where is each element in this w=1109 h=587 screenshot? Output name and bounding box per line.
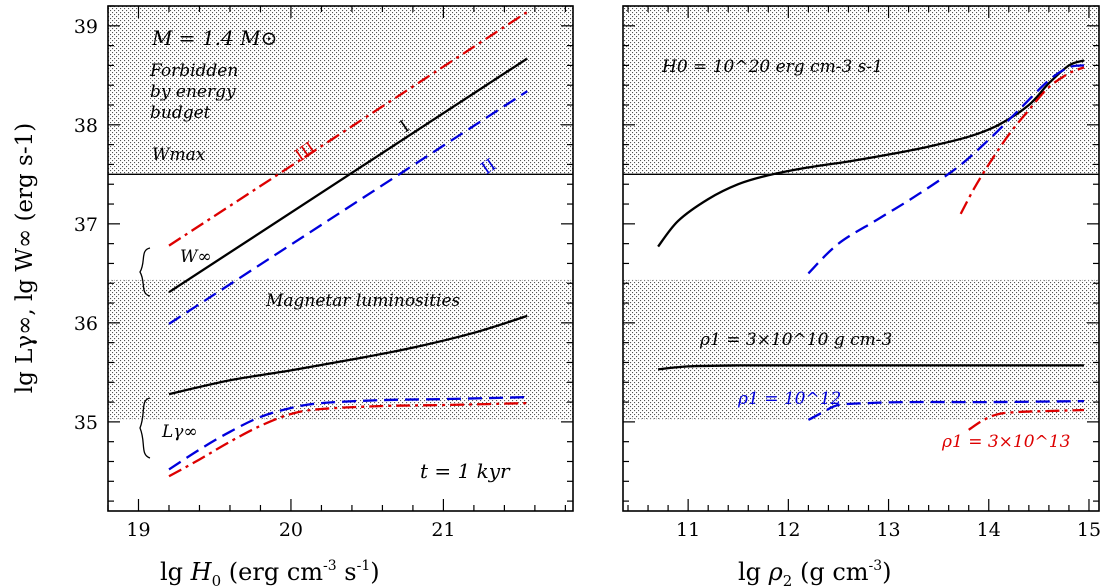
right-x-axis-title: lg ρ2 (g cm-3): [738, 558, 892, 587]
time-label: t = 1 kyr: [420, 459, 511, 483]
series-line-w-1: [168, 90, 528, 325]
y-tick-label: 35: [74, 412, 98, 434]
series-line-w-0: [168, 57, 528, 294]
magnetar-label: Magnetar luminosities: [265, 291, 461, 311]
x-tick-label: 19: [126, 519, 150, 541]
y-tick-label: 37: [74, 214, 98, 236]
series-line-w-0: [657, 59, 1085, 248]
forbidden-label-line2: by energy: [150, 82, 236, 102]
brace-w-inf: [139, 247, 151, 297]
series-line-w-2: [168, 10, 528, 247]
l-gamma-label: Lγ∞: [161, 422, 198, 442]
rho1-red-label: ρ1 = 3×10^13: [941, 432, 1070, 452]
right-plot-frame: [622, 5, 1100, 512]
left-panel: 19 20 21 35 36 37 38 39 M = 1.4 M⊙ Forbidden by…: [12, 5, 574, 587]
x-tick-label: 12: [776, 519, 800, 541]
left-axis-ticks: 19 20 21 35 36 37 38 39: [74, 5, 573, 541]
left-y-axis-title: lg Lγ∞, lg W∞ (erg s-1): [12, 123, 38, 394]
mass-label: M = 1.4 M⊙: [151, 26, 277, 50]
series-line-l-3: [168, 314, 528, 396]
hatched-band-0: [108, 6, 573, 175]
wmax-label: Wmax: [152, 145, 206, 165]
series-line-l-4: [807, 399, 1085, 421]
forbidden-label-line3: budget: [150, 103, 211, 123]
left-hatched-bands: [108, 6, 573, 420]
brace-l-gamma: [139, 397, 151, 459]
y-tick-label: 39: [74, 16, 98, 38]
rho1-black-label: ρ1 = 3×10^10 g cm-3: [699, 330, 892, 350]
series-line-l-3: [657, 364, 1084, 371]
series-line-l-5: [968, 408, 1085, 431]
x-tick-label: 21: [431, 519, 455, 541]
x-tick-label: 20: [279, 519, 303, 541]
series-line-l-5: [168, 401, 528, 478]
left-x-axis-title: lg H0 (erg cm-3 s-1): [160, 558, 380, 587]
hatched-band-0: [623, 6, 1099, 175]
w-inf-label: W∞: [180, 247, 212, 267]
left-plot-frame: [107, 5, 574, 512]
y-tick-label: 38: [74, 115, 98, 137]
x-tick-label: 15: [1077, 519, 1101, 541]
x-tick-label: 13: [876, 519, 900, 541]
series-line-l-4: [168, 395, 528, 471]
y-tick-label: 36: [74, 313, 98, 335]
hatched-band-1: [108, 280, 573, 419]
left-series: [168, 10, 528, 478]
right-panel: 11 12 13 14 15 H0 = 10^20 erg cm-3 s-1 ρ1 = …: [622, 5, 1101, 587]
series-line-w-2: [959, 66, 1085, 215]
x-tick-label: 14: [977, 519, 1001, 541]
hatched-band-1: [623, 280, 1099, 419]
series-line-w-1: [807, 64, 1085, 275]
rho1-blue-label: ρ1 = 10^12: [737, 389, 841, 409]
right-series: [657, 59, 1085, 431]
x-tick-label: 11: [676, 519, 700, 541]
h0-label: H0 = 10^20 erg cm-3 s-1: [661, 57, 883, 77]
right-axis-ticks: 11 12 13 14 15: [623, 5, 1101, 541]
forbidden-label-line1: Forbidden: [149, 61, 238, 81]
